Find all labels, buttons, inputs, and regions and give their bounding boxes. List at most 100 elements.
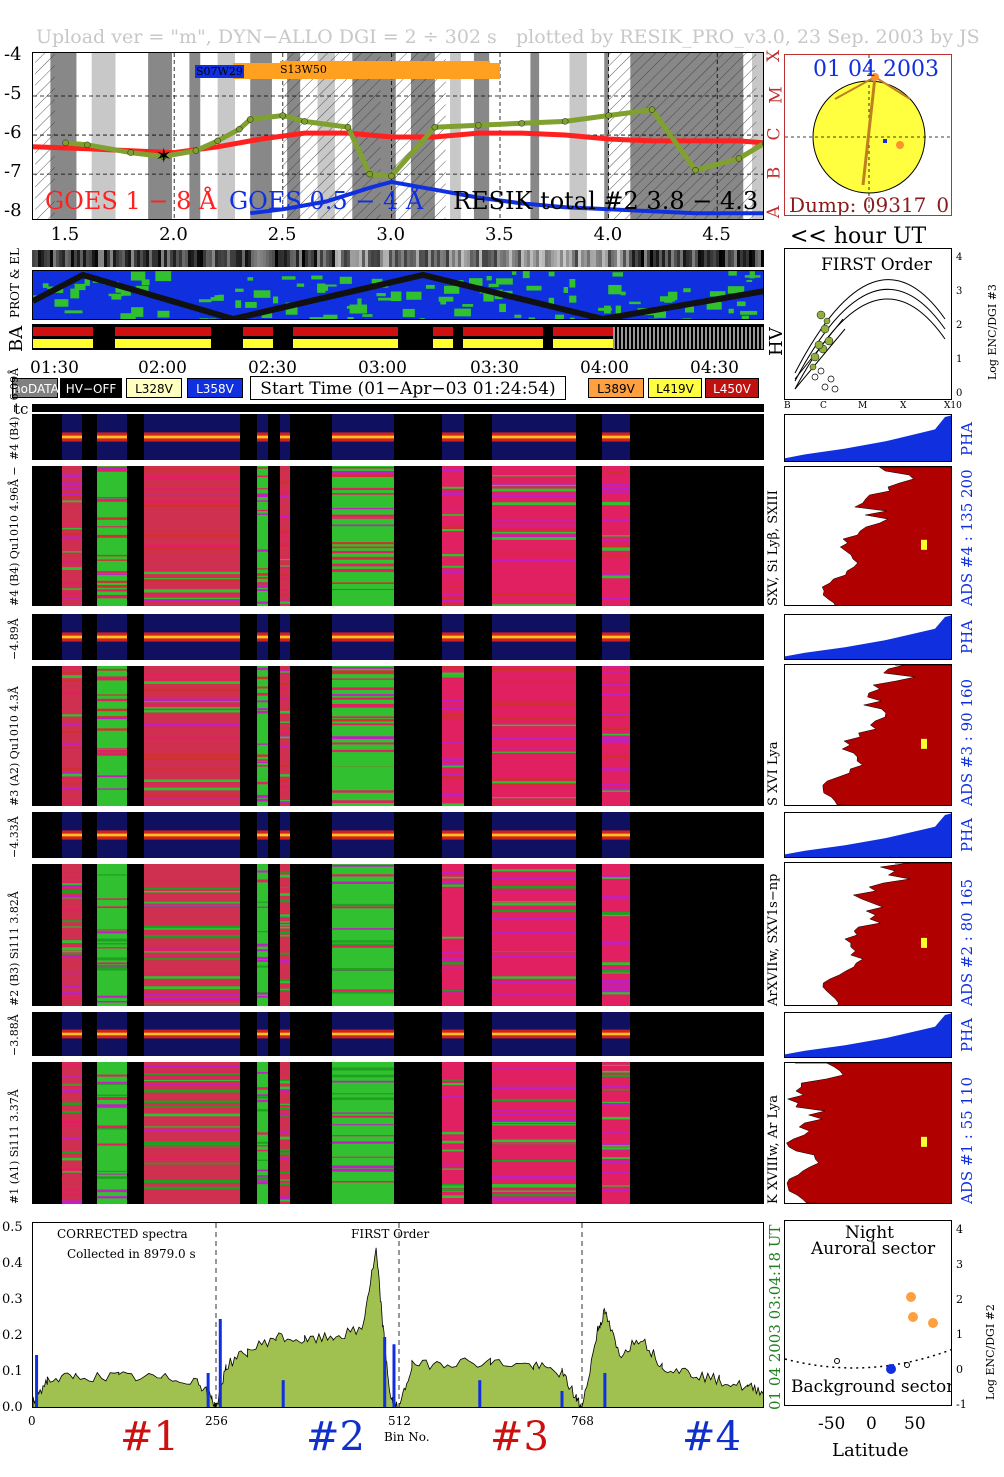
spectra-image-1 (32, 466, 764, 606)
channel-tag-2: #2 (306, 1414, 365, 1460)
spec-y-tick: 0.1 (2, 1364, 23, 1379)
pha-label-1: #4 (B4) − 6.09Å (8, 367, 21, 460)
spectrum-text-corrected: CORRECTED spectra (57, 1227, 188, 1241)
spec-y-tick: 0.3 (2, 1292, 23, 1307)
orbit-y-tick: 1 (956, 1328, 963, 1341)
first-order-ylabel: Log ENC/DGI #3 (986, 284, 999, 380)
ions-label-3: ArXVIIw, SXV1s−np (766, 873, 781, 1006)
spectra-image-2 (32, 666, 764, 806)
time-tick: 01:30 (30, 358, 79, 378)
orbit-background: Background sector (791, 1377, 952, 1397)
legend-goes054: GOES 0.5 − 4 Å (229, 187, 424, 215)
ads-label-1: ADS #4 : 135 200 (958, 469, 976, 606)
flare1-label: S07W29 (195, 65, 244, 78)
lc-x-tick: 2.0 (159, 224, 188, 245)
hatched-region (35, 53, 55, 219)
first-order-plot (794, 279, 946, 393)
hatched-region (608, 53, 757, 219)
side-pha-3 (784, 812, 952, 858)
spec-y-tick: 0.5 (2, 1220, 23, 1235)
series-point (561, 118, 569, 125)
first-order-panel: FIRST Order (784, 248, 952, 400)
time-tick: 02:00 (138, 358, 187, 378)
lc-y-tick: -6 (4, 122, 22, 144)
night-band (473, 53, 490, 219)
series-point (192, 147, 200, 154)
goes-class-B: B (764, 166, 785, 180)
sun-dump: Dump: 09317_0 (789, 193, 950, 216)
lc-x-tick: 2.5 (267, 224, 297, 245)
legend-l389: L389V (588, 378, 644, 398)
pha-image-2 (32, 614, 764, 660)
series-point (279, 112, 286, 119)
lightcurve-panel: ✶ S07W29 S13W50 GOES 1 − 8 Å GOES 0.5 − … (32, 52, 764, 220)
hour-ut-label: << hour UT (790, 224, 927, 249)
series-line-1 (33, 130, 763, 156)
legend-l450: L450V (705, 378, 759, 398)
pha-side-label-2: PHA (958, 619, 976, 654)
series-point (388, 172, 395, 180)
night-band (91, 53, 116, 219)
orbit-y-tick: 3 (956, 1258, 963, 1271)
series-point (518, 120, 525, 127)
pha-side-label-1: PHA (958, 421, 976, 456)
ads-label-4: ADS #1 : 55 110 (958, 1076, 976, 1204)
series-line-2 (249, 179, 763, 216)
spec-y-tick: 0.2 (2, 1328, 23, 1343)
spec-label-2: #3 (A2) Qu1010 4.3Å (8, 686, 21, 806)
lc-x-tick: 4.0 (593, 224, 623, 245)
fo-x-tick: X10 (944, 401, 962, 411)
series-point (247, 116, 254, 123)
goes-class-X: X (764, 49, 785, 62)
pha-side-label-3: PHA (958, 817, 976, 852)
channel-tag-3: #3 (490, 1414, 549, 1460)
series-point (236, 125, 243, 133)
channel-tag-4: #4 (682, 1414, 741, 1460)
legend-l328: L328V (126, 378, 182, 398)
lc-x-tick: 3.5 (485, 224, 514, 245)
pha-image-1 (32, 414, 764, 460)
night-band (148, 53, 173, 219)
prot-el-strip (32, 270, 764, 320)
side-ads-2 (784, 664, 952, 806)
fo-y-tick: 2 (956, 320, 963, 331)
orbit-x-tick: 0 (866, 1414, 877, 1434)
series-point (344, 124, 352, 131)
legend-l358: L358V (187, 378, 243, 398)
side-pha-2 (784, 614, 952, 660)
pha-label-4: −3.88Å (8, 1014, 21, 1056)
series-point (735, 155, 743, 162)
spec-x-tick: 512 (388, 1414, 411, 1428)
fo-x-tick: X (900, 401, 907, 411)
min-marker: ✶ (155, 144, 172, 168)
orbit-y-tick: 2 (956, 1293, 963, 1306)
channel-tag-1: #1 (120, 1414, 179, 1460)
orbit-y-tick: 0 (956, 1363, 963, 1376)
orbit-y-tick: 4 (956, 1223, 963, 1236)
orbit-y-tick: -1 (956, 1398, 967, 1411)
spec-x-tick: 0 (28, 1414, 36, 1428)
spectra-image-3 (32, 864, 764, 1006)
header-right: plotted by RESIK_PRO_v3.0, 23 Sep. 2003 … (516, 26, 980, 48)
fo-y-tick: 1 (956, 354, 963, 365)
lc-y-tick: -7 (4, 161, 22, 183)
tc-label: tc (14, 400, 29, 418)
pha-label-2: −4.89Å (8, 618, 21, 660)
goes-class-A: A (764, 206, 785, 219)
orbit-auroral: Auroral sector (811, 1239, 936, 1259)
spec-y-tick: 0.0 (2, 1400, 23, 1415)
lc-x-tick: 1.5 (50, 224, 80, 245)
spectra-image-4 (32, 1062, 764, 1204)
series-point (475, 122, 482, 129)
header-left: Upload ver = "m", DYN−ALLO DGI = 2 ÷ 302… (36, 26, 497, 48)
time-tick: 04:30 (690, 358, 739, 378)
pha-image-3 (32, 812, 764, 858)
series-point (648, 106, 656, 113)
side-pha-4 (784, 1012, 952, 1058)
orbit-plot (785, 1292, 951, 1374)
pha-image-4 (32, 1012, 764, 1056)
sun-disc (785, 55, 951, 215)
fo-y-tick: 0 (956, 388, 963, 399)
tc-strip (32, 404, 764, 412)
time-tick: 02:30 (248, 358, 297, 378)
